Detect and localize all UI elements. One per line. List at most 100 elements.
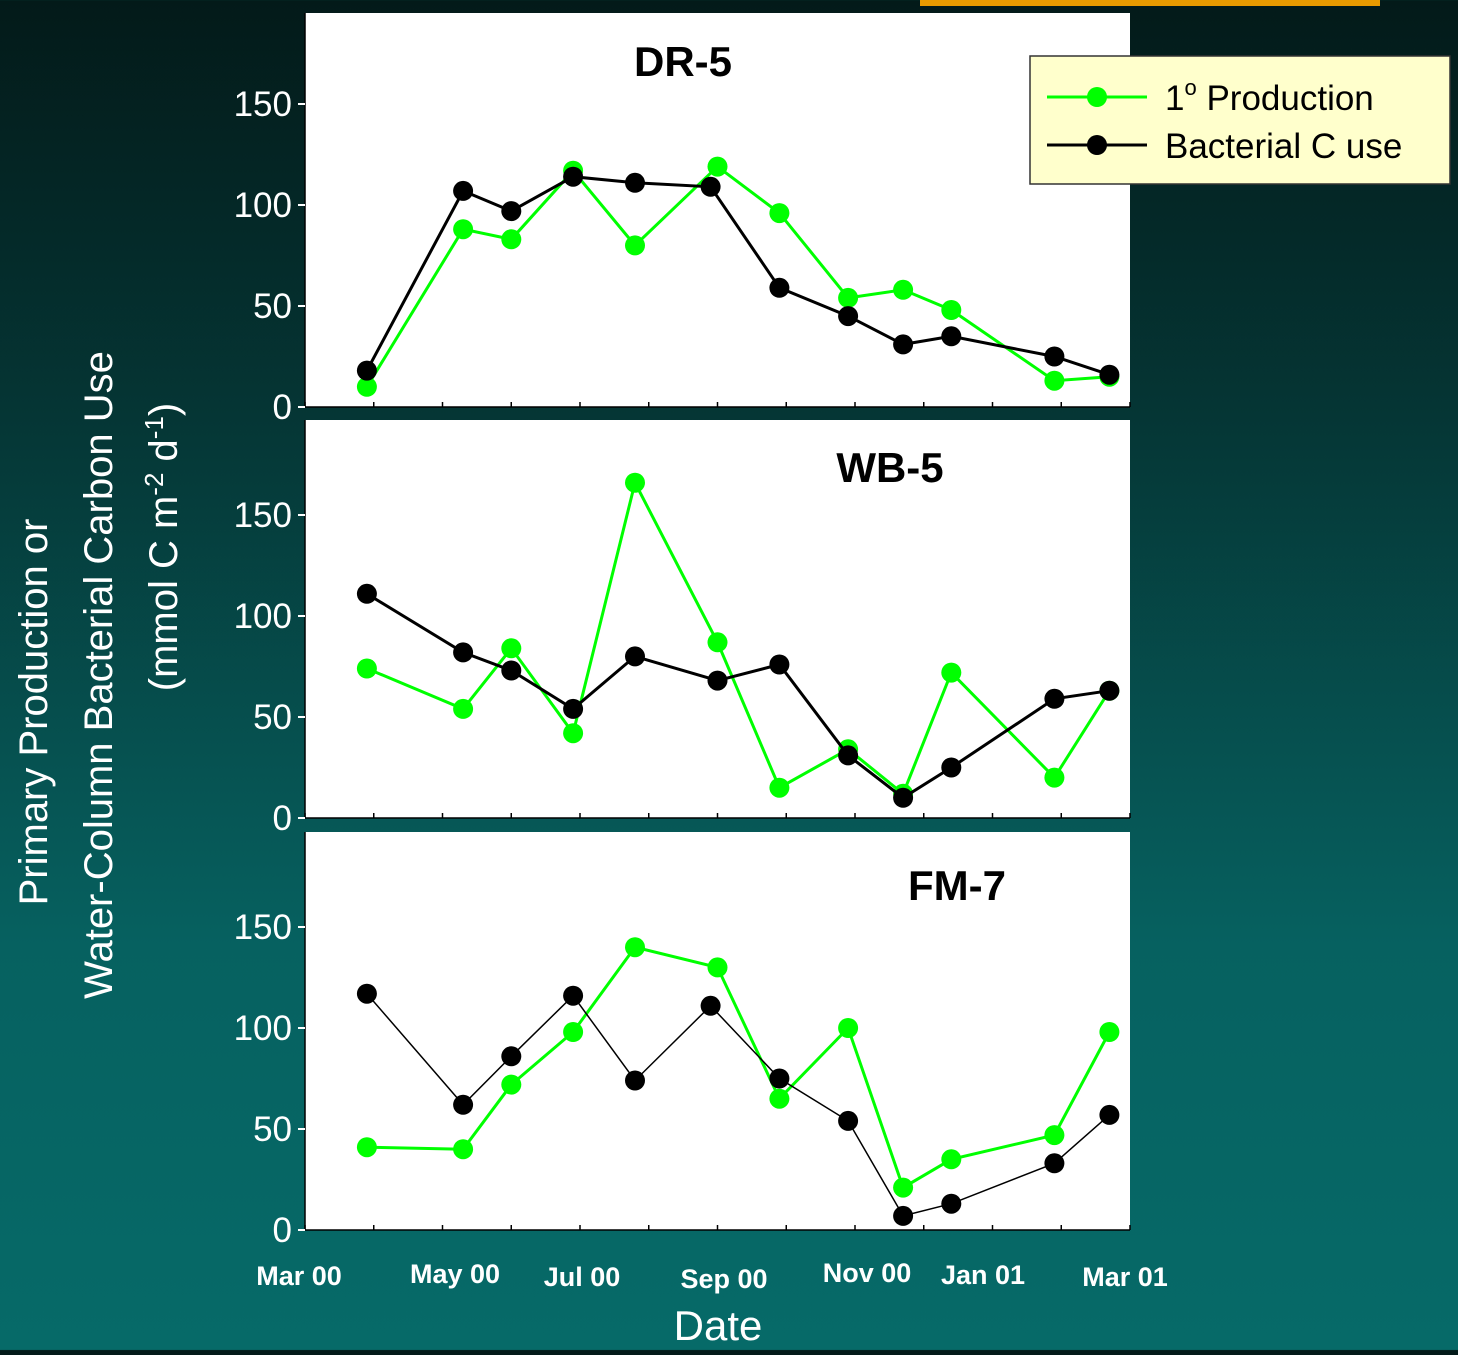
y-tick-label-wb-5: 150 (234, 496, 292, 535)
legend-label-pp-sup: o (1184, 75, 1196, 100)
point-bacterial-c-use-wb-5 (1099, 680, 1120, 701)
legend: 1o Production Bacterial C use (1029, 55, 1451, 185)
point-bacterial-c-use-dr-5 (356, 360, 377, 381)
y-axis-unit-open: (mmol C m (142, 496, 186, 692)
point-bacterial-c-use-dr-5 (700, 176, 721, 197)
point-bacterial-c-use-wb-5 (893, 787, 914, 808)
chart-panels: DR-5 WB-5 FM-7 (304, 13, 1130, 1231)
legend-label-primary-production: 1o Production (1165, 75, 1374, 118)
y-tick-label-fm-7: 0 (273, 1211, 292, 1250)
point-bacterial-c-use-fm-7 (838, 1110, 859, 1131)
y-tick-label-fm-7: 100 (234, 1009, 292, 1048)
point-bacterial-c-use-dr-5 (501, 201, 522, 222)
point-primary-production-dr-5 (838, 287, 859, 308)
point-primary-production-fm-7 (563, 1022, 584, 1042)
point-primary-production-wb-5 (453, 698, 474, 719)
point-primary-production-wb-5 (1044, 767, 1065, 788)
point-primary-production-wb-5 (941, 662, 962, 683)
point-bacterial-c-use-fm-7 (1044, 1153, 1065, 1174)
point-primary-production-dr-5 (941, 300, 962, 320)
point-bacterial-c-use-fm-7 (769, 1068, 790, 1089)
y-axis-label: Primary Production or Water-Column Bacte… (12, 351, 186, 999)
point-bacterial-c-use-wb-5 (453, 642, 474, 663)
point-bacterial-c-use-fm-7 (563, 985, 584, 1006)
point-bacterial-c-use-dr-5 (453, 180, 474, 201)
y-tick-label-wb-5: 100 (234, 597, 292, 636)
y-axis-unit-sup1: -2 (139, 473, 169, 496)
point-bacterial-c-use-wb-5 (356, 583, 377, 604)
point-primary-production-dr-5 (893, 279, 914, 300)
panel-dr-5 (305, 13, 1130, 407)
point-bacterial-c-use-wb-5 (625, 646, 645, 667)
point-primary-production-fm-7 (707, 957, 728, 978)
series-line-bacterial-c-use-fm-7 (366, 993, 1110, 1217)
point-bacterial-c-use-fm-7 (893, 1205, 914, 1226)
point-primary-production-dr-5 (1044, 370, 1065, 391)
series-line-primary-production-wb-5 (366, 478, 1111, 797)
legend-box (1029, 55, 1451, 185)
legend-label-bacterial: Bacterial C use (1165, 127, 1402, 166)
point-bacterial-c-use-dr-5 (1099, 364, 1120, 385)
x-tick-label: Sep 00 (680, 1264, 767, 1294)
point-bacterial-c-use-dr-5 (893, 334, 914, 355)
y-tick-label-wb-5: 0 (273, 799, 292, 838)
point-bacterial-c-use-fm-7 (625, 1070, 645, 1091)
point-primary-production-fm-7 (838, 1018, 859, 1038)
y-axis-label-line1: Primary Production or (12, 519, 56, 906)
y-axis-unit-sup2: -1 (139, 416, 169, 439)
panel-fm-7 (305, 832, 1130, 1230)
point-primary-production-wb-5 (707, 632, 728, 653)
point-primary-production-wb-5 (356, 658, 377, 679)
y-axis-label-line2: Water-Column Bacterial Carbon Use (77, 351, 121, 999)
point-primary-production-fm-7 (625, 937, 645, 958)
point-primary-production-dr-5 (769, 203, 790, 224)
y-tick-label-wb-5: 50 (253, 698, 292, 737)
point-primary-production-fm-7 (941, 1149, 962, 1170)
y-tick-label-dr-5: 50 (253, 287, 292, 326)
point-primary-production-dr-5 (625, 235, 645, 256)
y-tick-label-dr-5: 0 (273, 388, 292, 427)
y-tick-label-dr-5: 150 (234, 85, 292, 124)
legend-marker-primary-production (1087, 87, 1107, 107)
point-bacterial-c-use-dr-5 (1044, 346, 1065, 367)
point-bacterial-c-use-dr-5 (563, 166, 584, 187)
y-axis-label-unit: (mmol C m-2 d-1) (139, 403, 186, 691)
point-primary-production-fm-7 (356, 1137, 377, 1158)
y-tick-label-fm-7: 150 (234, 908, 292, 947)
y-tick-label-dr-5: 100 (234, 186, 292, 225)
header-strip (920, 0, 1380, 6)
point-bacterial-c-use-wb-5 (563, 698, 584, 719)
y-axis-unit-mid: d (142, 439, 186, 472)
point-primary-production-fm-7 (893, 1177, 914, 1198)
panel-title-wb-5: WB-5 (836, 444, 943, 491)
x-axis-label: Date (674, 1302, 763, 1349)
x-tick-label: Jan 01 (941, 1260, 1025, 1290)
legend-marker-bacterial (1087, 135, 1107, 155)
point-primary-production-wb-5 (501, 638, 522, 659)
axis-ticks: 0 50 100 150 0 50 100 150 0 50 100 150 Mar 00 May 00 J… (234, 85, 1168, 1294)
point-primary-production-dr-5 (453, 219, 474, 240)
point-bacterial-c-use-fm-7 (453, 1094, 474, 1115)
chart-series (356, 156, 1120, 1226)
point-bacterial-c-use-dr-5 (625, 172, 645, 193)
legend-label-pp-post: Production (1197, 79, 1374, 118)
point-primary-production-fm-7 (769, 1088, 790, 1109)
point-bacterial-c-use-wb-5 (501, 660, 522, 681)
y-tick-label-fm-7: 50 (253, 1110, 292, 1149)
point-bacterial-c-use-fm-7 (941, 1193, 962, 1214)
legend-label-pp-pre: 1 (1165, 79, 1184, 118)
point-primary-production-fm-7 (1099, 1022, 1120, 1042)
point-bacterial-c-use-fm-7 (1099, 1104, 1120, 1125)
point-bacterial-c-use-dr-5 (769, 277, 790, 298)
x-tick-label: Mar 00 (256, 1261, 342, 1291)
x-tick-label: Jul 00 (544, 1262, 621, 1292)
panel-title-fm-7: FM-7 (908, 862, 1006, 909)
point-primary-production-dr-5 (356, 376, 377, 397)
x-tick-label: Mar 01 (1082, 1262, 1168, 1292)
point-bacterial-c-use-wb-5 (838, 745, 859, 766)
x-tick-label: Nov 00 (823, 1258, 912, 1288)
point-bacterial-c-use-wb-5 (941, 757, 962, 778)
point-bacterial-c-use-dr-5 (838, 306, 859, 327)
